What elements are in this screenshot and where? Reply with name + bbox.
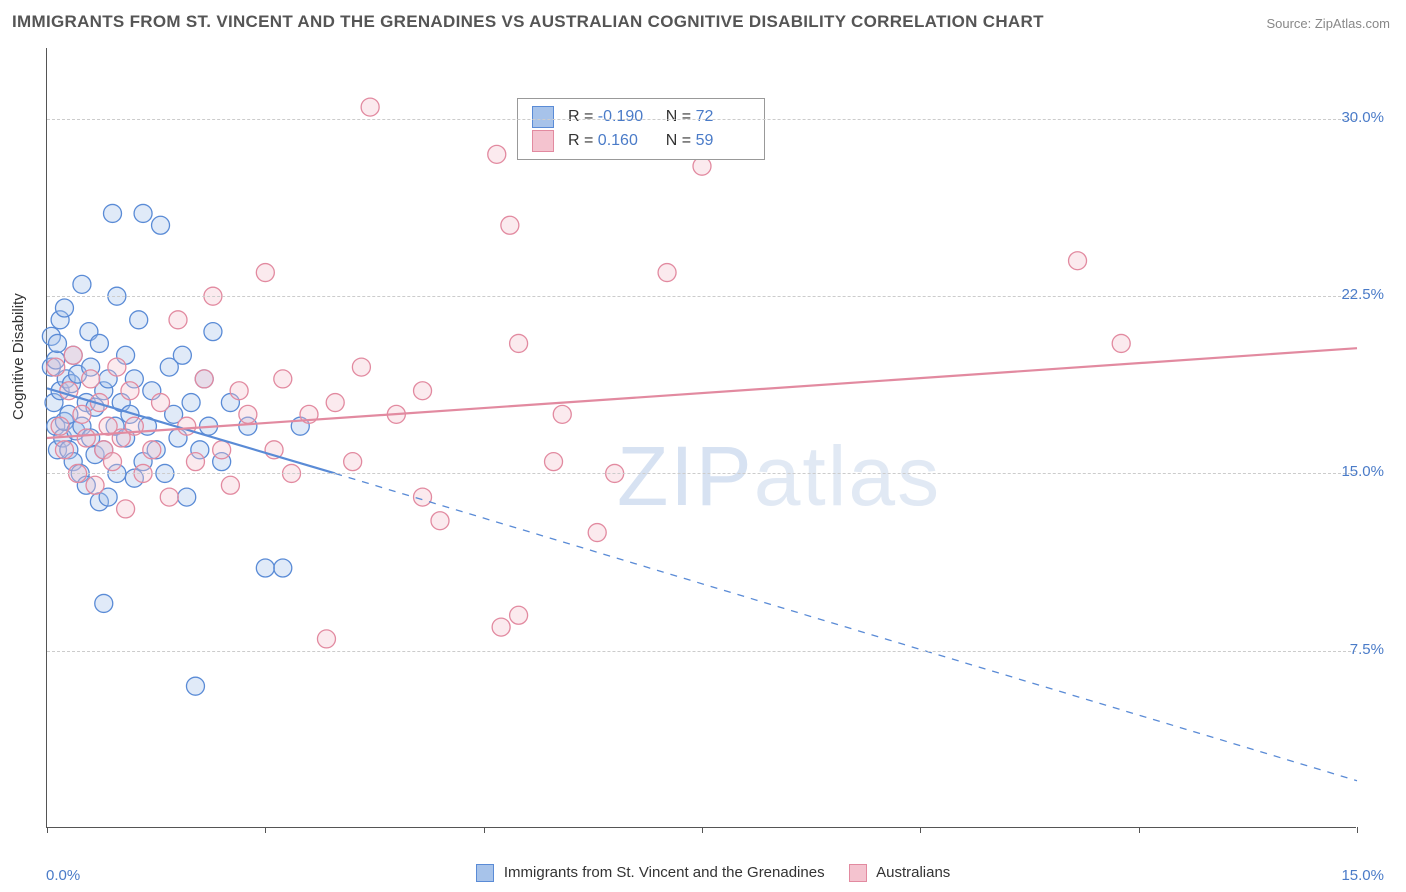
data-point-aus — [51, 417, 69, 435]
data-point-svg — [134, 204, 152, 222]
x-tick — [1357, 827, 1358, 833]
data-point-aus — [108, 358, 126, 376]
chart-svg — [47, 48, 1356, 827]
trendline-dashed-svg — [335, 473, 1357, 780]
bottom-legend: Immigrants from St. Vincent and the Gren… — [0, 864, 1406, 882]
stat-r-2: 0.160 — [598, 129, 652, 153]
data-point-svg — [48, 334, 66, 352]
data-point-aus — [256, 264, 274, 282]
data-point-aus — [86, 476, 104, 494]
data-point-aus — [274, 370, 292, 388]
plot-area: ZIPatlas R = -0.190 N = 72 R = 0.160 N =… — [46, 48, 1356, 828]
data-point-aus — [104, 453, 122, 471]
data-point-aus — [553, 405, 571, 423]
data-point-aus — [414, 488, 432, 506]
data-point-aus — [588, 524, 606, 542]
data-point-aus — [64, 346, 82, 364]
x-tick — [265, 827, 266, 833]
data-point-aus — [143, 441, 161, 459]
x-tick — [920, 827, 921, 833]
legend-label-2: Australians — [876, 864, 950, 881]
data-point-svg — [130, 311, 148, 329]
stats-row-series-2: R = 0.160 N = 59 — [532, 129, 750, 153]
y-tick-label: 30.0% — [1341, 109, 1384, 126]
gridline-h — [47, 651, 1356, 652]
data-point-aus — [195, 370, 213, 388]
data-point-aus — [152, 394, 170, 412]
data-point-aus — [186, 453, 204, 471]
y-tick-label: 7.5% — [1350, 641, 1384, 658]
data-point-svg — [186, 677, 204, 695]
stats-swatch-2 — [532, 130, 554, 152]
data-point-svg — [178, 488, 196, 506]
data-point-aus — [1112, 334, 1130, 352]
data-point-aus — [169, 311, 187, 329]
data-point-aus — [317, 630, 335, 648]
y-tick-label: 22.5% — [1341, 286, 1384, 303]
data-point-aus — [488, 145, 506, 163]
x-tick — [702, 827, 703, 833]
data-point-aus — [230, 382, 248, 400]
chart-container: IMMIGRANTS FROM ST. VINCENT AND THE GREN… — [0, 0, 1406, 892]
legend-label-1: Immigrants from St. Vincent and the Gren… — [504, 864, 825, 881]
stats-swatch-1 — [532, 106, 554, 128]
data-point-aus — [77, 429, 95, 447]
gridline-h — [47, 296, 1356, 297]
data-point-aus — [213, 441, 231, 459]
data-point-aus — [1069, 252, 1087, 270]
data-point-aus — [510, 606, 528, 624]
data-point-aus — [545, 453, 563, 471]
data-point-svg — [152, 216, 170, 234]
data-point-svg — [95, 594, 113, 612]
data-point-aus — [239, 405, 257, 423]
data-point-aus — [160, 488, 178, 506]
y-tick-label: 15.0% — [1341, 463, 1384, 480]
data-point-svg — [256, 559, 274, 577]
data-point-aus — [492, 618, 510, 636]
stat-n-2: 59 — [696, 129, 750, 153]
data-point-svg — [90, 334, 108, 352]
gridline-h — [47, 473, 1356, 474]
stats-legend-box: R = -0.190 N = 72 R = 0.160 N = 59 — [517, 98, 765, 160]
data-point-aus — [361, 98, 379, 116]
data-point-aus — [82, 370, 100, 388]
data-point-aus — [501, 216, 519, 234]
data-point-aus — [326, 394, 344, 412]
x-tick — [484, 827, 485, 833]
data-point-aus — [352, 358, 370, 376]
y-axis-label: Cognitive Disability — [10, 293, 27, 420]
data-point-aus — [344, 453, 362, 471]
x-tick — [1139, 827, 1140, 833]
data-point-svg — [173, 346, 191, 364]
legend-swatch-1 — [476, 864, 494, 882]
data-point-aus — [658, 264, 676, 282]
gridline-h — [47, 119, 1356, 120]
data-point-aus — [55, 441, 73, 459]
data-point-svg — [73, 275, 91, 293]
x-tick — [47, 827, 48, 833]
data-point-aus — [221, 476, 239, 494]
data-point-svg — [204, 323, 222, 341]
data-point-aus — [47, 358, 65, 376]
source-attribution: Source: ZipAtlas.com — [1266, 16, 1390, 31]
data-point-svg — [104, 204, 122, 222]
stat-r-1: -0.190 — [598, 105, 652, 129]
data-point-svg — [274, 559, 292, 577]
data-point-aus — [117, 500, 135, 518]
data-point-aus — [73, 405, 91, 423]
stats-row-series-1: R = -0.190 N = 72 — [532, 105, 750, 129]
data-point-aus — [431, 512, 449, 530]
data-point-svg — [55, 299, 73, 317]
legend-swatch-2 — [849, 864, 867, 882]
data-point-aus — [121, 382, 139, 400]
data-point-aus — [414, 382, 432, 400]
data-point-svg — [182, 394, 200, 412]
stat-n-1: 72 — [696, 105, 750, 129]
chart-title: IMMIGRANTS FROM ST. VINCENT AND THE GREN… — [12, 12, 1044, 32]
data-point-aus — [510, 334, 528, 352]
